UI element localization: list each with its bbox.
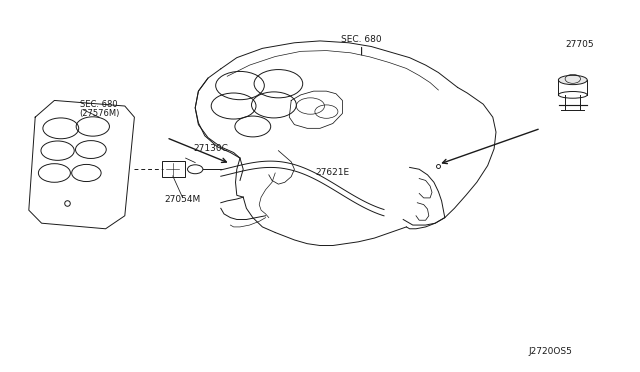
Text: 27130C: 27130C <box>194 144 228 153</box>
Text: 27621E: 27621E <box>316 169 350 177</box>
Text: SEC. 680: SEC. 680 <box>81 100 118 109</box>
Text: J2720OS5: J2720OS5 <box>529 347 572 356</box>
Text: (27576M): (27576M) <box>79 109 120 118</box>
Ellipse shape <box>558 76 588 85</box>
Text: 27054M: 27054M <box>164 195 200 203</box>
Text: SEC. 680: SEC. 680 <box>341 35 382 44</box>
Text: 27705: 27705 <box>565 40 593 49</box>
